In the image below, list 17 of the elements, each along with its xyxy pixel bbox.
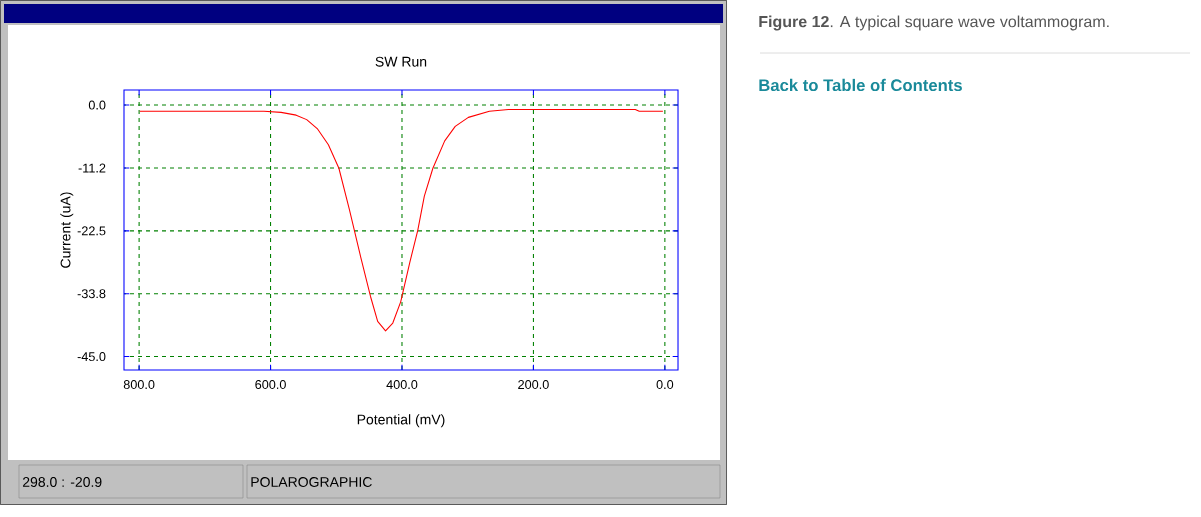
- x-tick-label: 200.0: [518, 380, 549, 390]
- y-tick-label: -45.0: [77, 352, 106, 362]
- text: POLAROGRAPHIC: [251, 477, 372, 487]
- x-tick-label: 0.0: [656, 380, 674, 390]
- x-tick-label: 400.0: [386, 380, 418, 390]
- text: 298.0 : -20.9: [22, 477, 102, 487]
- y-tick-label: 0.0: [88, 100, 106, 110]
- text: Back to Table of Contents: [759, 78, 962, 92]
- text: Figure 12. A typical square wave voltammogram.: [759, 15, 1109, 31]
- y-axis-title: Current (uA): [60, 192, 74, 268]
- x-tick-label: 800.0: [123, 380, 155, 390]
- x-axis-title: Potential (mV): [357, 414, 445, 428]
- y-tick-label: -33.8: [77, 289, 106, 299]
- x-tick-label: 600.0: [255, 380, 286, 390]
- y-tick-label: -11.2: [78, 163, 106, 173]
- y-tick-label: -22.5: [77, 226, 106, 236]
- chart-title: SW Run: [375, 56, 427, 67]
